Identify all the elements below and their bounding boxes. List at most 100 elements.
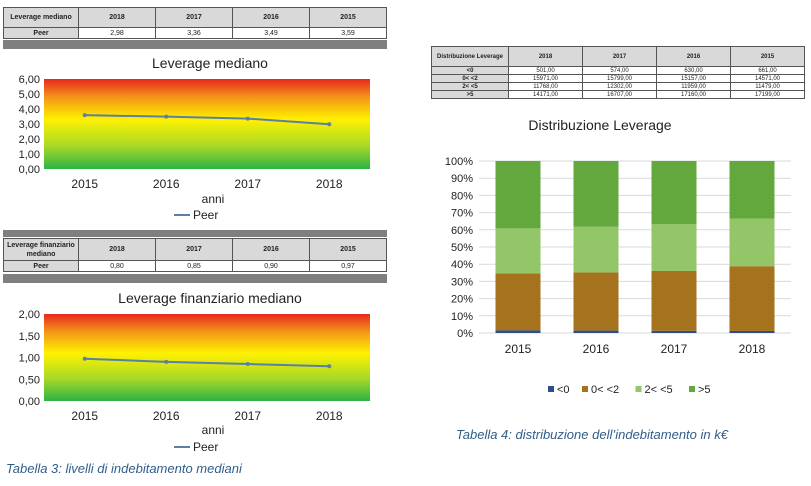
legend-label: Peer <box>193 440 219 454</box>
bar-segment <box>573 226 619 273</box>
legend-swatch <box>635 386 642 392</box>
bar-segment <box>651 224 697 271</box>
bar-segment <box>495 161 541 229</box>
bar-segment <box>573 330 619 333</box>
table-cell: 0,85 <box>155 260 233 272</box>
legend-label: >5 <box>698 384 711 396</box>
year-header: 2015 <box>309 238 387 261</box>
y-tick-label: 0,50 <box>19 374 40 386</box>
table-cell: 11768,00 <box>508 82 583 91</box>
legend-label: Peer <box>193 208 219 222</box>
year-header: 2018 <box>508 46 583 67</box>
table-cell: 0,90 <box>232 260 310 272</box>
legend-swatch <box>548 386 554 392</box>
table-corner-label: Leverage finanziario mediano <box>3 238 79 261</box>
separator-bar <box>3 40 387 49</box>
table-cell: 661,00 <box>730 66 805 75</box>
bar-segment <box>495 228 541 274</box>
data-point <box>82 113 87 118</box>
y-tick-label: 1,00 <box>19 353 40 365</box>
y-tick-label: 50% <box>451 242 473 254</box>
table-cell: 11959,00 <box>656 82 731 91</box>
table-cell: 3,59 <box>309 27 387 39</box>
y-tick-label: 6,00 <box>19 74 40 86</box>
y-tick-label: 90% <box>451 173 473 185</box>
bar-segment <box>573 161 619 227</box>
y-tick-label: 100% <box>445 156 473 168</box>
row-label: <0 <box>431 66 509 75</box>
bar-segment <box>729 218 775 267</box>
y-tick-label: 1,00 <box>19 149 40 161</box>
series-line-peer <box>84 114 330 126</box>
caption-left: Tabella 3: livelli di indebitamento medi… <box>6 461 242 476</box>
table-cell: 12302,00 <box>582 82 657 91</box>
x-tick-label: 2016 <box>153 409 180 423</box>
data-point <box>245 362 250 367</box>
data-point <box>164 359 169 364</box>
chart-legend: Peer <box>174 440 218 454</box>
bar-segment <box>729 330 775 333</box>
y-tick-label: 0,00 <box>19 164 40 176</box>
x-tick-label: 2018 <box>739 342 766 356</box>
table-cell: 16707,00 <box>582 90 657 99</box>
y-tick-label: 40% <box>451 259 473 271</box>
bar-segment <box>495 330 541 333</box>
table-cell: 15971,00 <box>508 74 583 83</box>
separator-bar <box>3 230 387 237</box>
legend-label: 0< <2 <box>591 384 619 396</box>
x-tick-label: 2018 <box>316 409 343 423</box>
y-tick-label: 60% <box>451 225 473 237</box>
legend-label: <0 <box>557 384 570 396</box>
legend-line-swatch <box>174 446 190 448</box>
bar-segment <box>651 270 697 331</box>
x-tick-label: 2016 <box>153 177 180 191</box>
x-tick-label: 2017 <box>234 177 261 191</box>
chart-title: Leverage finanziario mediano <box>118 290 302 306</box>
legend-label: 2< <5 <box>645 384 673 396</box>
y-tick-label: 1,50 <box>19 331 40 343</box>
row-label: Peer <box>3 27 79 39</box>
y-tick-label: 2,00 <box>19 309 40 321</box>
table-cell: 14571,00 <box>730 74 805 83</box>
table-cell: 17199,00 <box>730 90 805 99</box>
year-header: 2015 <box>730 46 805 67</box>
year-header: 2016 <box>656 46 731 67</box>
gradient-plot-area <box>44 314 370 401</box>
table-cell: 11479,00 <box>730 82 805 91</box>
table-cell: 15799,00 <box>582 74 657 83</box>
y-tick-label: 5,00 <box>19 89 40 101</box>
row-label: 0< <2 <box>431 74 509 83</box>
table-cell: 17160,00 <box>656 90 731 99</box>
table-cell: 14171,00 <box>508 90 583 99</box>
legend-line-swatch <box>174 214 190 216</box>
x-tick-label: 2016 <box>583 342 610 356</box>
bar-segment <box>729 161 775 219</box>
x-tick-label: 2015 <box>71 177 98 191</box>
distribuzione-table: Distribuzione Leverage 2018 2017 2016 20… <box>431 46 805 99</box>
data-point <box>164 114 169 119</box>
table-cell: 0,97 <box>309 260 387 272</box>
leverage-finanziario-table: Leverage finanziario mediano 2018 2017 2… <box>3 238 387 272</box>
leverage-table: Leverage mediano 2018 2017 2016 2015 Pee… <box>3 7 387 39</box>
y-tick-label: 0,00 <box>19 396 40 408</box>
table-cell: 0,80 <box>78 260 156 272</box>
y-tick-label: 4,00 <box>19 104 40 116</box>
y-tick-label: 2,00 <box>19 134 40 146</box>
data-point <box>82 356 87 361</box>
x-tick-label: 2018 <box>316 177 343 191</box>
chart-title: Distribuzione Leverage <box>528 117 672 133</box>
chart-legend: Peer <box>174 208 218 222</box>
year-header: 2017 <box>582 46 657 67</box>
table-corner-label: Leverage mediano <box>3 7 79 28</box>
y-tick-label: 10% <box>451 311 473 323</box>
row-label: >5 <box>431 90 509 99</box>
year-header: 2015 <box>309 7 387 28</box>
x-axis-label: anni <box>201 423 225 437</box>
row-label: Peer <box>3 260 79 272</box>
table-cell: 630,00 <box>656 66 731 75</box>
data-point <box>327 364 332 369</box>
x-tick-label: 2015 <box>505 342 532 356</box>
bar-segment <box>651 161 697 225</box>
caption-right: Tabella 4: distribuzione dell’indebitame… <box>456 427 728 442</box>
